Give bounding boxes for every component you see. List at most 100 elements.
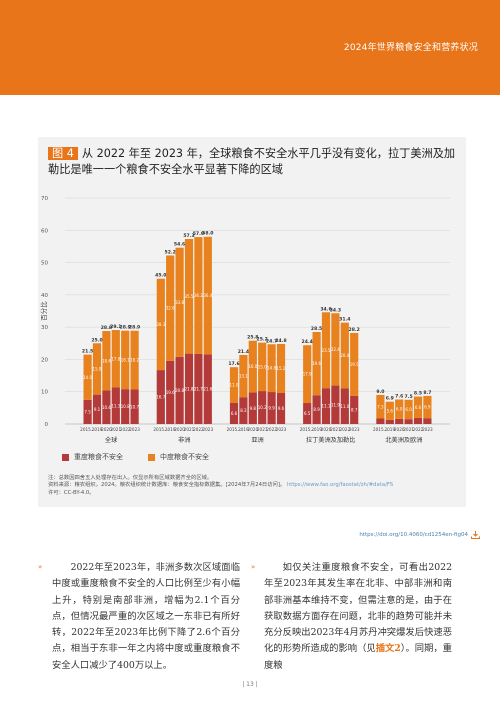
download-icon[interactable] xyxy=(471,531,480,539)
bar-moderate xyxy=(102,331,111,391)
data-label-moderate: 19.5 xyxy=(350,362,359,367)
x-tick-label: 2019 xyxy=(311,427,322,432)
bar-moderate xyxy=(130,330,139,390)
data-label-moderate: 23.5 xyxy=(322,348,331,353)
data-label-moderate: 6.6 xyxy=(415,405,422,410)
data-label-moderate: 20.4 xyxy=(340,353,349,358)
data-label-severe: 10.7 xyxy=(130,404,139,409)
bar-severe xyxy=(331,385,340,424)
data-label-total: 45.0 xyxy=(155,273,166,279)
bar-moderate xyxy=(276,343,286,394)
data-label-severe: 21.8 xyxy=(185,386,194,391)
x-tick-label: 2019 xyxy=(92,427,103,432)
data-label-moderate: 15.9 xyxy=(93,367,102,372)
figure-label: 图 4 xyxy=(48,147,78,160)
x-tick-label: 2022 xyxy=(413,427,424,432)
x-tick-label: 2019 xyxy=(165,427,176,432)
bar-moderate xyxy=(166,255,175,361)
data-label-moderate: 16.0 xyxy=(248,364,257,369)
x-tick-label: 2023 xyxy=(422,427,433,432)
data-label-moderate: 36.2 xyxy=(194,293,203,298)
bar-severe xyxy=(175,356,184,424)
header-bar: 2024年世界粮食安全和营养状况 xyxy=(0,0,500,95)
data-label-severe: 21.7 xyxy=(194,387,203,392)
x-tick-label: 2021 xyxy=(330,427,341,432)
data-label-severe: 8.3 xyxy=(240,408,247,413)
bar-moderate xyxy=(83,354,92,400)
data-label-total: 34.3 xyxy=(330,307,341,313)
data-label-total: 52.2 xyxy=(165,249,176,255)
data-label-severe: 7.5 xyxy=(84,409,91,414)
data-label-severe: 10.4 xyxy=(102,405,111,410)
bar-severe xyxy=(102,390,111,424)
data-label-moderate: 18.1 xyxy=(121,358,130,363)
data-label-severe: 8.9 xyxy=(313,407,320,412)
data-label-severe: 9.8 xyxy=(250,406,257,411)
bar-moderate xyxy=(395,399,404,419)
bar-severe xyxy=(239,397,248,424)
data-label-moderate: 17.9 xyxy=(303,372,312,377)
paragraph-left: 2022年至2023年，非洲多数次区域面临中度或重度粮食不安全的人口比例至少有小… xyxy=(52,562,240,671)
data-label-total: 57.3 xyxy=(183,233,194,239)
bar-severe xyxy=(92,394,102,424)
data-label-total: 7.5 xyxy=(405,394,413,400)
data-label-total: 21.5 xyxy=(82,349,93,355)
y-tick-label: 70 xyxy=(41,196,48,202)
x-tick-label: 2023 xyxy=(349,427,360,432)
bar-severe xyxy=(203,354,212,424)
notes-source-link[interactable]: https://www.fao.org/faostat/zh/#data/FS xyxy=(286,482,394,489)
bar-moderate xyxy=(184,239,194,354)
data-label-moderate: 19.6 xyxy=(312,361,321,366)
sidebar-2-link[interactable]: 插文2 xyxy=(375,643,401,655)
data-label-total: 28.2 xyxy=(349,327,360,333)
data-label-total: 17.6 xyxy=(228,361,239,367)
y-tick-label: 60 xyxy=(41,228,48,234)
x-tick-label: 2020 xyxy=(174,427,185,432)
data-label-severe: 9.1 xyxy=(94,407,101,412)
bar-moderate xyxy=(385,401,394,420)
data-label-total: 25.2 xyxy=(257,337,268,343)
legend-item-severe: 重度粮食不安全 xyxy=(62,452,123,462)
legend-swatch-moderate xyxy=(148,453,155,461)
header-title: 2024年世界粮食安全和营养状况 xyxy=(343,43,478,53)
y-tick-label: 10 xyxy=(41,390,48,396)
data-label-total: 9.0 xyxy=(376,389,384,395)
data-label-total: 8.5 xyxy=(414,391,422,397)
x-tick-label: 2020 xyxy=(247,427,258,432)
data-label-moderate: 14.8 xyxy=(267,366,276,371)
group-label: 北美洲及欧洲 xyxy=(385,436,422,444)
doi-text[interactable]: https://doi.org/10.4060/cd1254en-fig04 xyxy=(359,532,468,538)
x-tick-label: 2023 xyxy=(129,427,140,432)
bar-severe xyxy=(194,353,203,424)
data-label-total: 28.8 xyxy=(101,325,112,331)
bar-moderate xyxy=(350,332,359,396)
data-label-total: 31.4 xyxy=(339,317,350,323)
bar-severe xyxy=(258,391,267,424)
x-tick-label: 2021 xyxy=(403,427,414,432)
bar-severe xyxy=(350,395,359,424)
data-label-moderate: 35.5 xyxy=(185,294,194,299)
bar-moderate xyxy=(303,345,312,404)
figure-notes: 注：总数因四舍五入处理存在出入。仅显示所有区域数据齐全的区域。 资料来源：粮农组… xyxy=(48,475,460,497)
figure-panel xyxy=(38,137,466,507)
bar-moderate xyxy=(229,367,239,403)
data-label-severe: 16.7 xyxy=(156,395,165,400)
data-label-severe: 8.7 xyxy=(351,408,358,413)
x-tick-label: 2021 xyxy=(257,427,268,432)
doi-link[interactable]: https://doi.org/10.4060/cd1254en-fig04 xyxy=(359,531,480,539)
x-tick-label: 2022 xyxy=(266,427,277,432)
paragraph-right: 如仅关注重度粮食不安全，可看出2022年至2023年其发生率在北非、中部非洲和南… xyxy=(264,560,452,674)
stacked-bar-chart: 0 10 20 30 40 50 60 70 百分比 21.5 7.5 14.0 2015… 25.0 9.… xyxy=(39,196,450,444)
data-label-moderate: 36.4 xyxy=(203,293,212,298)
data-label-moderate: 5.6 xyxy=(387,408,394,413)
data-label-moderate: 6.0 xyxy=(396,407,403,412)
data-label-severe: 10.8 xyxy=(121,404,130,409)
bar-moderate xyxy=(248,340,257,393)
data-label-total: 57.9 xyxy=(193,231,204,237)
data-label-severe: 11.9 xyxy=(331,402,340,407)
data-label-moderate: 28.3 xyxy=(156,322,165,327)
data-label-severe: 10.2 xyxy=(258,405,267,410)
bar-moderate xyxy=(121,330,130,390)
data-label-total: 25.0 xyxy=(91,337,102,343)
data-label-moderate: 32.6 xyxy=(166,306,175,311)
